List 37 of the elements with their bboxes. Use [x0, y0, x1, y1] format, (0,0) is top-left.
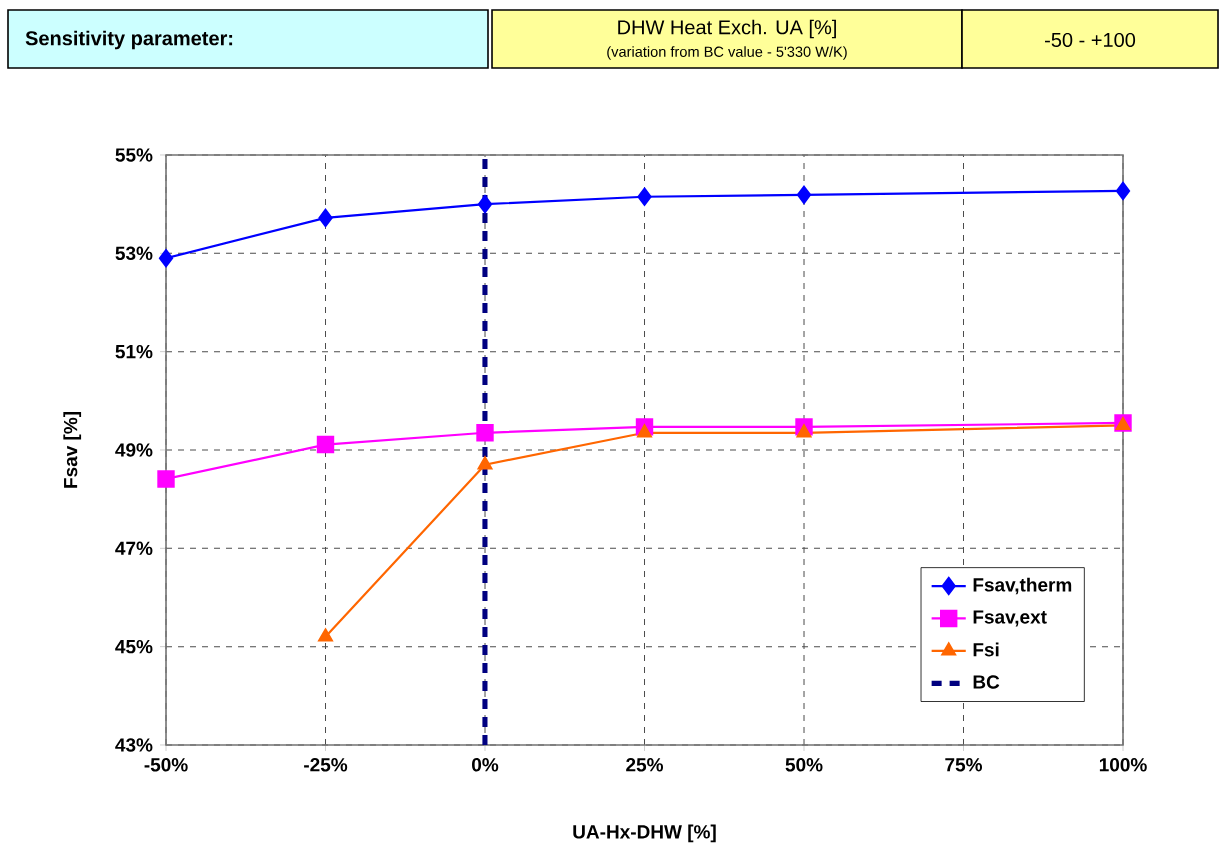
- x-tick-label: 50%: [785, 758, 823, 772]
- point: [158, 249, 174, 268]
- point: [637, 187, 652, 206]
- legend-label: BC: [973, 675, 1000, 689]
- y-tick-label: 45%: [115, 639, 153, 654]
- x-tick-label: 25%: [626, 758, 664, 772]
- text: Sensitivity parameter:: [25, 30, 233, 50]
- legend-label: Fsi: [973, 642, 999, 657]
- point: [1115, 181, 1131, 200]
- x-tick-label: -50%: [144, 758, 188, 772]
- x-tick-label: -25%: [304, 758, 348, 772]
- point: [316, 435, 335, 454]
- point: [796, 185, 812, 204]
- y-tick-label: 47%: [115, 541, 153, 556]
- y-tick-label: 53%: [115, 246, 153, 261]
- legend-label: Fsav,therm: [973, 577, 1072, 595]
- point: [637, 424, 652, 438]
- x-tick-label: 0%: [472, 758, 499, 772]
- y-tick-label: 55%: [115, 148, 153, 162]
- point: [318, 208, 333, 228]
- point: [477, 195, 493, 214]
- y-tick-label: 43%: [115, 738, 153, 752]
- chart-subtitle: (variation from BC value - 5'330 W/K): [607, 46, 847, 60]
- y-tick-label: 49%: [115, 443, 153, 457]
- point: [476, 424, 494, 442]
- point: [318, 628, 333, 642]
- chart-title: DHW Heat Exch. UA [%]: [618, 19, 836, 39]
- point: [796, 424, 812, 438]
- text: -50 - +100: [1045, 32, 1136, 48]
- legend-label: Fsav,ext: [973, 610, 1047, 627]
- x-tick-label: 75%: [945, 758, 983, 772]
- x-tick-label: 100%: [1099, 758, 1147, 772]
- y-tick-label: 51%: [115, 344, 153, 359]
- point: [157, 470, 175, 488]
- y-axis-title: Fsav [%]: [63, 412, 82, 488]
- point: [477, 456, 493, 470]
- x-axis-title: UA-Hx-DHW [%]: [573, 824, 716, 843]
